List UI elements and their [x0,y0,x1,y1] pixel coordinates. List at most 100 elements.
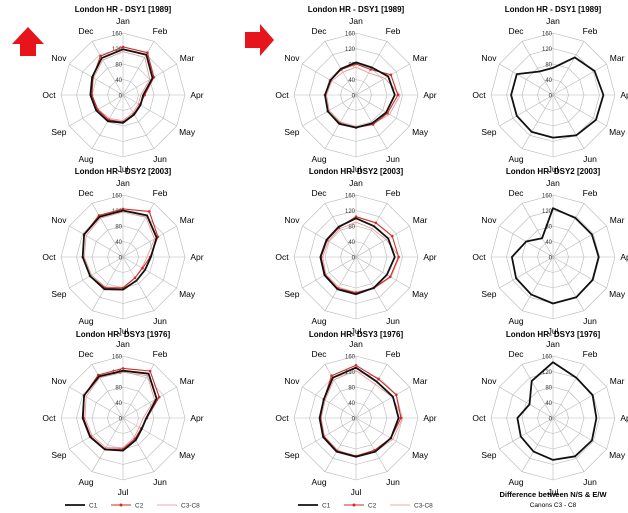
series-point [390,234,394,238]
grid-spoke [122,417,155,472]
ring-tick-label: 40 [545,401,552,407]
axis-label-jan: Jan [546,178,560,188]
legend-label: C2 [368,503,377,510]
axis-label-nov: Nov [284,215,300,225]
series-c1-line [319,217,396,296]
radar-panel: London HR - DSY1 [1989] Jan Feb Mar Apr May Ju… [275,5,436,174]
series-point [141,266,144,270]
axis-label-mar: Mar [610,53,625,63]
series-point [377,377,380,381]
axis-label-may: May [609,127,626,137]
axis-label-nov: Nov [481,53,497,63]
axis-label-jun: Jun [386,316,400,326]
axis-label-sep: Sep [51,127,66,137]
ring-tick-label: 40 [115,401,122,407]
axis-label-feb: Feb [386,188,401,198]
ring-tick-label: 40 [115,78,122,84]
ring-tick-label: 80 [545,63,552,69]
grid-spoke [302,63,357,96]
grid-spoke [552,256,585,311]
ring-tick-label: 0 [119,417,123,423]
grid-spoke [552,41,585,96]
series-point [121,367,125,370]
axis-label-oct: Oct [472,413,486,423]
grid-spoke [499,256,554,289]
grid-spoke [324,364,357,419]
legend-marker [119,503,123,507]
legend-label: C2 [135,503,144,510]
axis-label-jul: Jul [118,487,129,497]
series-point [121,45,125,49]
series-point [157,395,161,399]
ring-tick-label: 0 [352,256,356,262]
series-c1-line [81,209,158,291]
ring-tick-label: 160 [112,355,123,361]
axis-label-sep: Sep [284,127,299,137]
series-point [396,93,400,97]
grid-spoke [521,41,554,96]
axis-label-jul: Jul [351,164,362,174]
ring-tick-label: 0 [119,94,123,100]
radar-panel: London HR- DSY3 [1976]Jan Feb Mar Apr May Jun… [472,330,628,497]
ring-tick-label: 120 [542,209,553,215]
grid-spoke [552,417,585,472]
radar-panel: London HR - DSY2 [2003] Jan Feb Mar Apr May Ju… [42,167,203,336]
series-c1-line [510,56,605,139]
axis-label-jan: Jan [116,178,130,188]
axis-label-sep: Sep [284,289,299,299]
series-c3-c8-line [320,370,403,457]
axis-label-sep: Sep [481,127,496,137]
legend-marker [352,503,356,507]
ring-tick-label: 40 [348,401,355,407]
axis-label-jun: Jun [386,154,400,164]
axis-label-jun: Jun [386,477,400,487]
axis-label-nov: Nov [51,215,67,225]
axis-label-jul: Jul [351,326,362,336]
series-point [369,68,373,71]
series-point [133,276,137,280]
axis-label-jul: Jul [118,326,129,336]
axis-label-mar: Mar [413,376,428,386]
grid-spoke [552,386,607,419]
ring-tick-label: 120 [112,47,123,53]
axis-label-may: May [179,289,196,299]
axis-label-mar: Mar [413,215,428,225]
ring-tick-label: 0 [352,417,356,423]
axis-label-jan: Jan [116,16,130,26]
footnote-line: Difference between N/S & E/W [499,490,607,499]
grid-spoke [324,256,357,311]
grid-spoke [499,63,554,96]
grid-spoke [355,94,410,127]
series-c1-line [318,366,400,458]
grid-spoke [122,225,177,258]
grid-spoke [324,417,357,472]
radar-panel: London HR- DSY2 [2003] Jan Feb Mar Apr May Jun… [472,167,628,336]
grid-spoke [302,386,357,419]
series-point [374,221,378,225]
axis-label-apr: Apr [620,90,628,100]
grid-spoke [355,256,410,289]
axis-label-jun: Jun [583,316,597,326]
grid-spoke [355,364,388,419]
axis-label-dec: Dec [311,349,327,359]
grid-spoke [552,364,585,419]
axis-label-dec: Dec [508,188,524,198]
ring-tick-label: 80 [545,386,552,392]
panel-title: London HR - DSY2 [2003] [75,167,172,176]
grid-spoke [122,386,177,419]
axis-label-sep: Sep [51,289,66,299]
grid-spoke [69,417,124,450]
ring-tick-label: 120 [345,209,356,215]
axis-label-mar: Mar [610,376,625,386]
series-c1-line [510,207,600,305]
grid-spoke [521,94,554,149]
radar-panel: London HR - DSY1 [1989] Jan Feb Mar Apr May Ju… [42,5,203,174]
axis-label-mar: Mar [180,53,195,63]
axis-label-jul: Jul [548,164,559,174]
grid-spoke [552,417,607,450]
axis-label-oct: Oct [472,90,486,100]
ring-tick-label: 160 [345,355,356,361]
axis-label-jun: Jun [153,477,167,487]
axis-label-apr: Apr [620,252,628,262]
grid-spoke [91,364,124,419]
